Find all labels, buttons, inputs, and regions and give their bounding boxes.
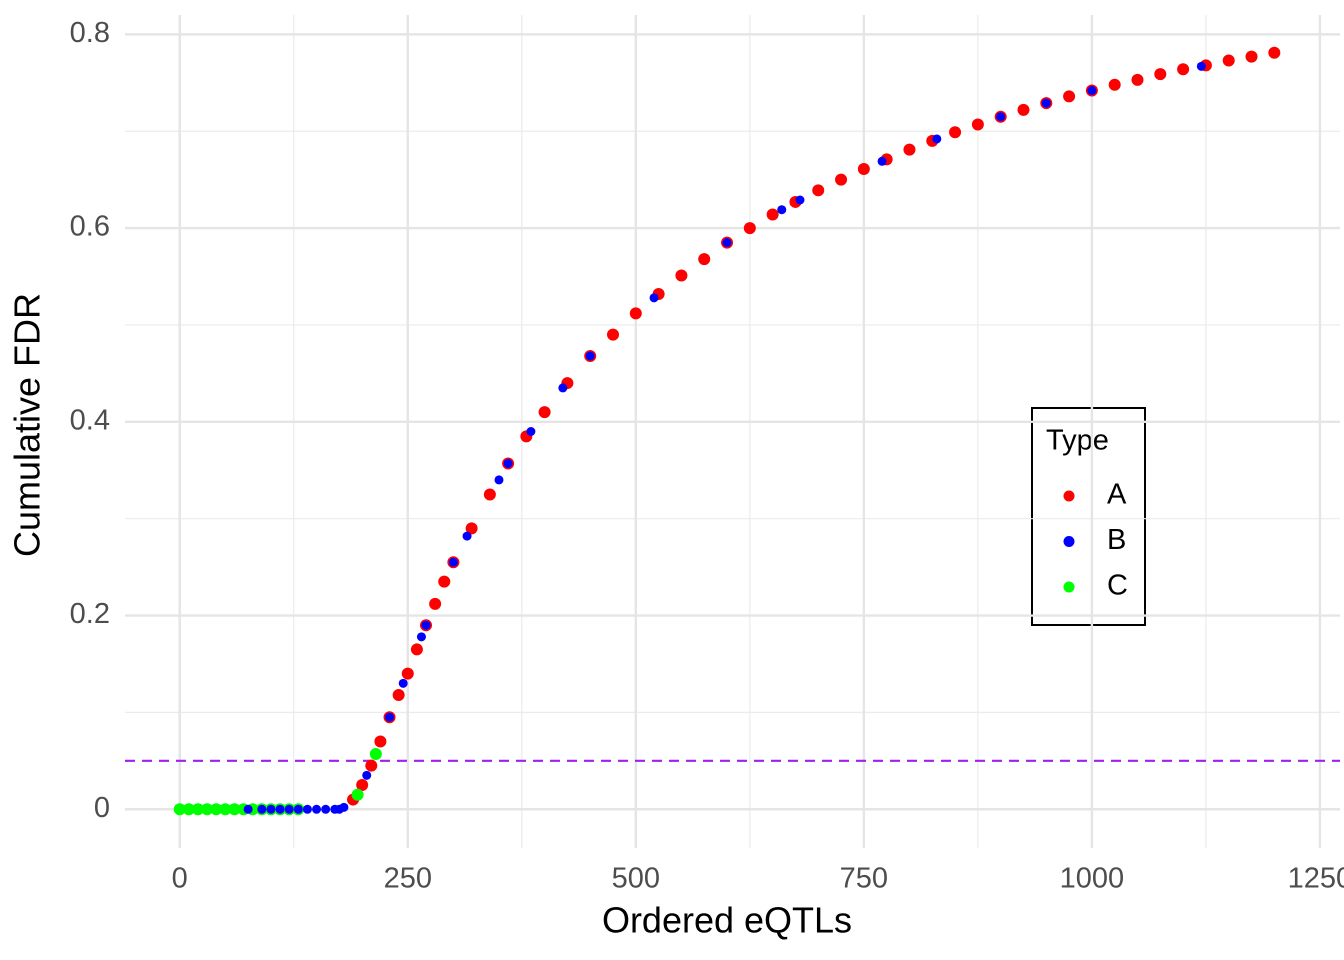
point <box>219 803 232 816</box>
point <box>558 383 568 393</box>
point <box>1196 61 1206 71</box>
point <box>210 803 223 816</box>
point <box>722 238 732 248</box>
point <box>1131 73 1144 86</box>
point <box>766 208 779 221</box>
legend-box <box>1031 407 1146 626</box>
point <box>629 307 642 320</box>
point <box>173 803 186 816</box>
point <box>1177 63 1190 76</box>
y-axis-title: Cumulative FDR <box>7 293 48 557</box>
point <box>257 804 267 814</box>
x-tick-label: 0 <box>172 863 188 895</box>
point <box>698 253 711 266</box>
point <box>182 803 195 816</box>
point <box>526 427 536 436</box>
point <box>302 804 312 814</box>
y-tick-label: 0 <box>94 792 110 824</box>
point <box>362 770 372 780</box>
point <box>312 804 322 814</box>
legend-label: B <box>1107 524 1126 556</box>
point <box>607 328 620 341</box>
point <box>465 522 478 535</box>
point <box>585 351 595 361</box>
point <box>191 803 204 816</box>
point <box>1154 68 1167 81</box>
point <box>398 678 408 688</box>
y-tick-label: 0.6 <box>70 211 110 243</box>
point <box>401 667 414 680</box>
point <box>339 802 349 812</box>
y-tick-label: 0.4 <box>70 404 110 436</box>
point <box>293 804 303 814</box>
x-tick-label: 500 <box>612 863 660 895</box>
point <box>1245 50 1258 63</box>
x-tick-label: 250 <box>384 863 432 895</box>
point <box>903 143 916 156</box>
point <box>1222 54 1235 67</box>
point <box>971 118 984 131</box>
point <box>1087 86 1097 96</box>
legend-key <box>1063 536 1075 547</box>
point <box>743 222 756 235</box>
point <box>777 205 787 215</box>
point <box>321 804 331 814</box>
point <box>356 779 369 792</box>
point <box>1268 46 1281 59</box>
point <box>1041 98 1051 108</box>
point <box>483 488 496 501</box>
point <box>228 803 241 816</box>
point <box>201 803 214 816</box>
point <box>365 759 378 772</box>
point <box>649 293 659 303</box>
point <box>835 173 848 186</box>
point <box>857 163 870 176</box>
point <box>410 643 423 656</box>
point <box>421 620 431 630</box>
legend-key <box>1063 490 1075 502</box>
point <box>275 804 285 814</box>
legend-label: C <box>1107 570 1128 602</box>
point <box>369 748 382 761</box>
point <box>1017 103 1030 116</box>
point <box>284 804 294 814</box>
point <box>1108 78 1121 91</box>
point <box>932 134 942 144</box>
point <box>351 788 364 801</box>
point <box>812 184 825 197</box>
point <box>503 458 513 468</box>
point <box>448 557 458 567</box>
point <box>438 575 451 588</box>
x-tick-label: 1000 <box>1060 863 1125 895</box>
point <box>675 269 688 282</box>
point <box>795 195 805 205</box>
y-tick-label: 0.2 <box>70 598 110 630</box>
x-axis-title: Ordered eQTLs <box>602 900 852 941</box>
point <box>385 712 395 722</box>
point <box>392 688 405 701</box>
point <box>429 597 442 610</box>
point <box>494 475 504 485</box>
point <box>462 531 472 541</box>
point <box>877 156 887 166</box>
legend-title: Type <box>1046 425 1109 457</box>
point <box>374 735 387 748</box>
x-tick-label: 750 <box>840 863 888 895</box>
grid <box>125 15 1340 848</box>
point <box>538 406 551 419</box>
legend-key <box>1063 581 1075 593</box>
point <box>243 804 253 814</box>
point <box>949 126 962 139</box>
legend-label: A <box>1107 479 1127 511</box>
point <box>416 632 426 642</box>
point <box>1063 90 1076 103</box>
point <box>266 804 276 814</box>
y-tick-label: 0.8 <box>70 17 110 49</box>
point <box>996 112 1006 122</box>
